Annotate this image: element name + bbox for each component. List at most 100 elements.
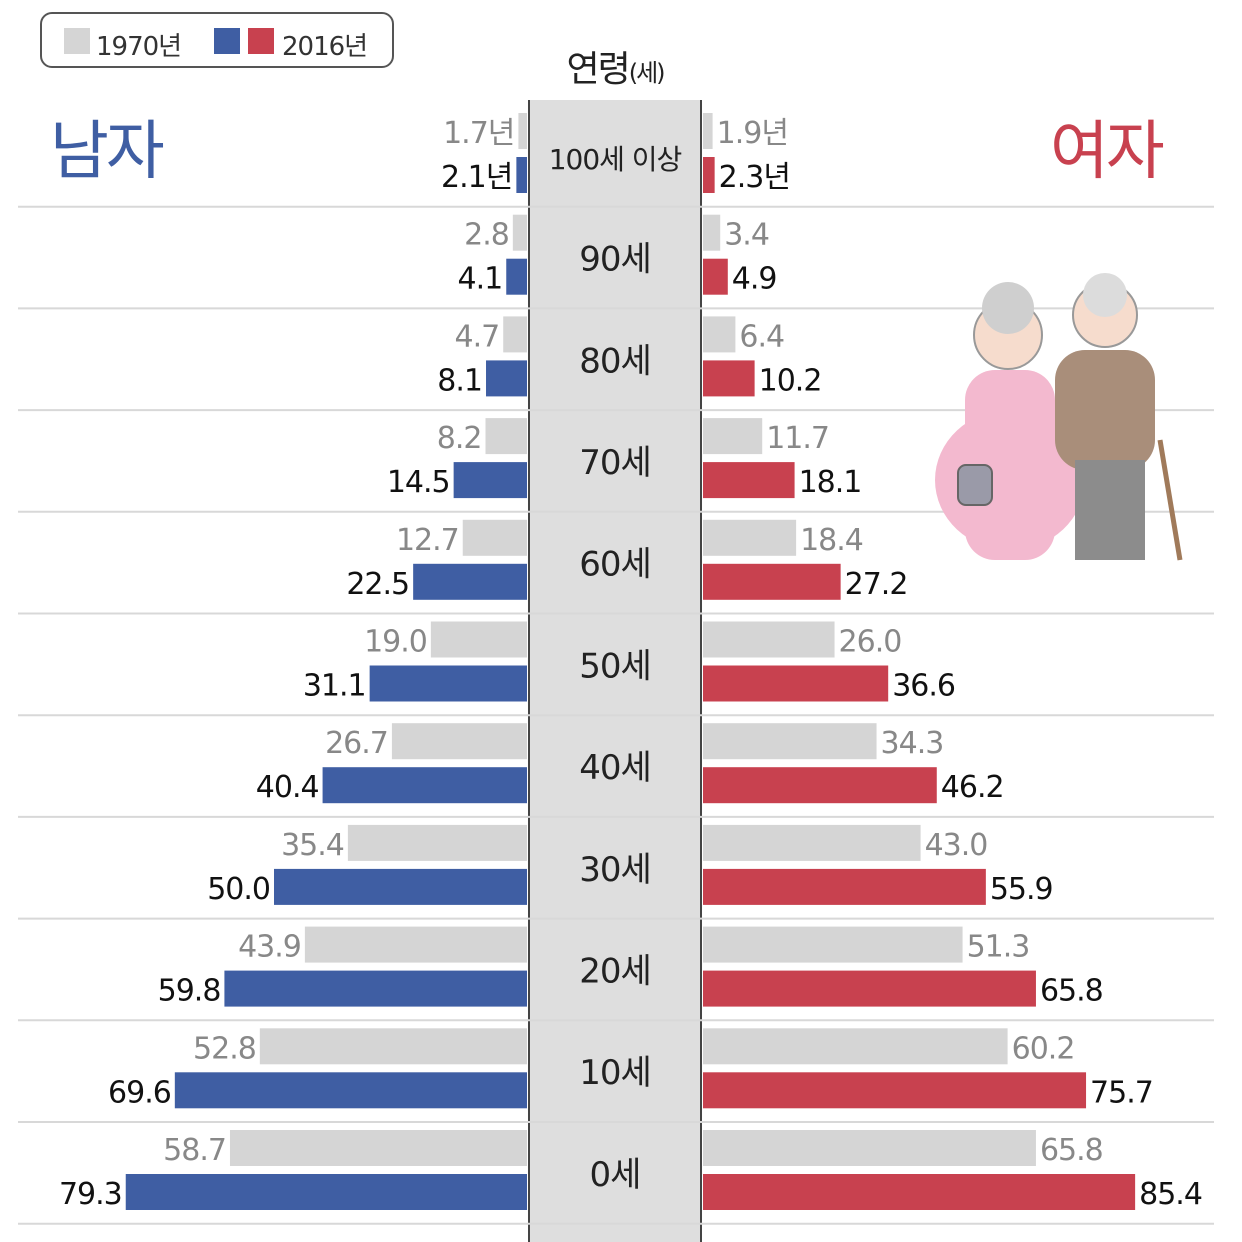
data-label-female-1970: 6.4: [739, 319, 784, 354]
bar-female-1970: [703, 1130, 1036, 1166]
age-category-label: 30세: [579, 850, 651, 890]
data-label-female-2016: 46.2: [941, 770, 1004, 805]
data-label-male-1970: 8.2: [437, 421, 482, 456]
data-label-male-2016: 22.5: [346, 567, 409, 602]
bar-female-2016: [703, 258, 728, 295]
age-header-unit: (세): [628, 59, 666, 87]
age-category-label: 80세: [579, 341, 651, 381]
legend-label-2016: 2016년: [282, 32, 368, 62]
bar-male-1970: [304, 926, 527, 963]
data-label-male-1970: 35.4: [281, 828, 344, 863]
bar-male-2016: [369, 665, 527, 702]
data-label-male-1970: 2.8: [464, 218, 509, 253]
bar-female-2016: [703, 462, 795, 499]
bar-female-2016: [703, 157, 715, 193]
bar-male-2016: [453, 462, 527, 499]
data-label-female-1970: 43.0: [925, 828, 988, 863]
bar-female-1970: [703, 1028, 1008, 1065]
data-label-female-1970: 1.9년: [717, 116, 788, 151]
data-label-male-1970: 12.7: [396, 523, 459, 558]
data-label-male-2016: 69.6: [108, 1075, 171, 1110]
data-label-male-2016: 8.1: [437, 363, 482, 398]
data-label-male-1970: 4.7: [454, 319, 499, 354]
data-label-male-1970: 43.9: [238, 930, 301, 965]
data-label-male-2016: 40.4: [256, 770, 319, 805]
female-title: 여자: [1050, 115, 1165, 189]
age-header-label: 연령: [566, 49, 630, 90]
age-category-label: 50세: [579, 646, 651, 686]
bar-male-2016: [125, 1174, 527, 1210]
data-label-female-2016: 65.8: [1040, 974, 1103, 1009]
bar-female-2016: [703, 767, 937, 804]
elderly-couple-illustration: [935, 273, 1183, 561]
data-label-female-2016: 36.6: [892, 669, 955, 704]
age-category-label: 90세: [579, 240, 651, 280]
data-label-female-2016: 4.9: [732, 262, 777, 297]
data-label-male-1970: 26.7: [325, 726, 388, 761]
bar-female-1970: [703, 519, 797, 556]
male-title: 남자: [50, 115, 165, 189]
bar-female-2016: [703, 1174, 1136, 1210]
data-label-female-2016: 75.7: [1090, 1075, 1153, 1110]
data-label-male-1970: 52.8: [193, 1031, 256, 1066]
data-label-female-2016: 85.4: [1139, 1177, 1202, 1212]
data-label-female-2016: 55.9: [990, 872, 1053, 907]
data-label-male-1970: 19.0: [364, 625, 427, 660]
bar-male-1970: [430, 621, 527, 658]
data-label-male-2016: 4.1: [458, 262, 503, 297]
bar-male-1970: [518, 113, 527, 149]
age-category-label: 0세: [590, 1155, 641, 1195]
legend-label-1970: 1970년: [96, 32, 182, 62]
data-label-female-1970: 34.3: [881, 726, 944, 761]
bar-female-2016: [703, 563, 841, 600]
data-label-male-1970: 1.7년: [443, 116, 514, 151]
bar-female-1970: [703, 418, 763, 455]
data-label-male-2016: 50.0: [207, 872, 270, 907]
data-label-female-1970: 51.3: [967, 930, 1030, 965]
legend-swatch-1970: [64, 28, 90, 54]
bar-male-1970: [391, 723, 527, 760]
bar-female-1970: [703, 723, 877, 760]
bar-male-1970: [485, 418, 527, 455]
bar-male-2016: [506, 258, 527, 295]
age-category-label: 10세: [579, 1053, 651, 1093]
legend-swatch-2016-female: [248, 28, 274, 54]
bar-male-1970: [503, 316, 527, 353]
data-label-female-2016: 18.1: [799, 465, 862, 500]
age-category-label: 60세: [579, 545, 651, 585]
age-category-label: 40세: [579, 748, 651, 788]
data-label-male-2016: 2.1년: [441, 160, 512, 195]
bar-male-1970: [462, 519, 527, 556]
data-label-female-1970: 65.8: [1040, 1133, 1103, 1168]
data-label-male-1970: 58.7: [163, 1133, 226, 1168]
bar-male-2016: [174, 1072, 527, 1109]
data-label-female-1970: 26.0: [839, 625, 902, 660]
data-label-female-1970: 3.4: [724, 218, 769, 253]
data-label-male-2016: 14.5: [387, 465, 450, 500]
bar-female-1970: [703, 113, 713, 149]
age-category-label: 20세: [579, 951, 651, 991]
bar-female-1970: [703, 214, 721, 251]
bar-male-2016: [486, 360, 527, 397]
data-label-female-2016: 10.2: [759, 363, 822, 398]
data-label-male-2016: 79.3: [59, 1177, 122, 1212]
bar-female-1970: [703, 316, 736, 353]
bar-male-2016: [516, 157, 527, 193]
legend-swatch-2016-male: [214, 28, 240, 54]
bar-male-2016: [224, 970, 528, 1007]
bar-male-2016: [274, 868, 527, 905]
bar-female-1970: [703, 926, 963, 963]
bar-female-1970: [703, 824, 921, 861]
age-band: [530, 100, 700, 1242]
bar-male-2016: [413, 563, 527, 600]
data-label-female-1970: 11.7: [766, 421, 829, 456]
bar-male-1970: [229, 1130, 527, 1166]
data-label-female-1970: 60.2: [1012, 1031, 1075, 1066]
age-axis-header: 연령(세): [530, 40, 700, 92]
data-label-male-2016: 31.1: [303, 669, 366, 704]
bar-female-2016: [703, 665, 889, 702]
bar-male-1970: [259, 1028, 527, 1065]
data-label-female-2016: 27.2: [845, 567, 908, 602]
bar-male-2016: [322, 767, 527, 804]
